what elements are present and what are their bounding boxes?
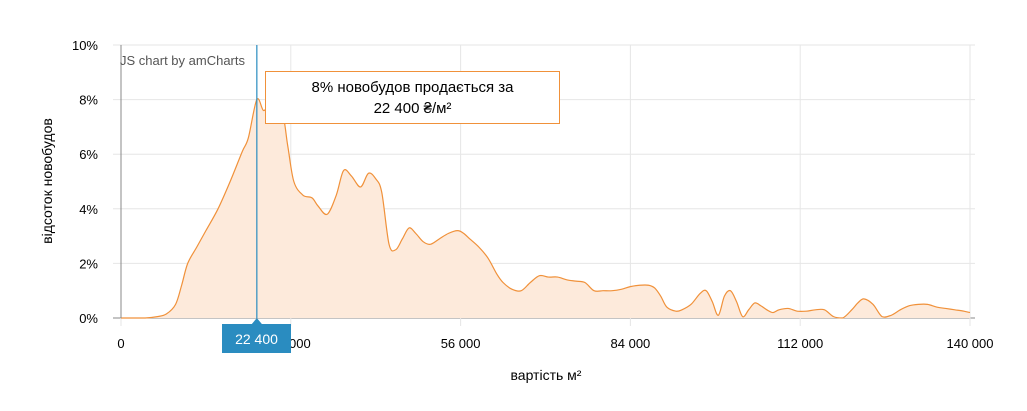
series-area (121, 98, 971, 319)
x-axis-title: вартість м² (511, 367, 582, 383)
x-tick-label: 56 000 (441, 336, 481, 351)
x-tick-label: 84 000 (611, 336, 651, 351)
y-axis-title: відсоток новобудов (39, 118, 55, 244)
x-tick-label: 140 000 (947, 336, 994, 351)
cursor (251, 45, 262, 324)
y-tick-label: 8% (79, 93, 98, 108)
tooltip-line-1: 8% новобудов продається за (311, 78, 514, 96)
y-tick-label: 6% (79, 147, 98, 162)
y-tick-label: 0% (79, 311, 98, 326)
cursor-pointer (251, 318, 262, 324)
x-tick-label: 0 (117, 336, 124, 351)
y-tick-label: 10% (72, 38, 98, 53)
y-tick-label: 2% (79, 256, 98, 271)
tooltip-line-2: 22 400 ₴/м² (373, 99, 452, 117)
series-line (121, 98, 971, 319)
y-tick-label: 4% (79, 202, 98, 217)
amcharts-credit[interactable]: JS chart by amCharts (120, 53, 245, 68)
series-fill (121, 98, 970, 318)
cursor-value-label: 22 400 (222, 324, 291, 353)
tooltip-balloon: 8% новобудов продається за 22 400 ₴/м² (265, 71, 560, 124)
x-tick-label: 112 000 (777, 336, 823, 351)
